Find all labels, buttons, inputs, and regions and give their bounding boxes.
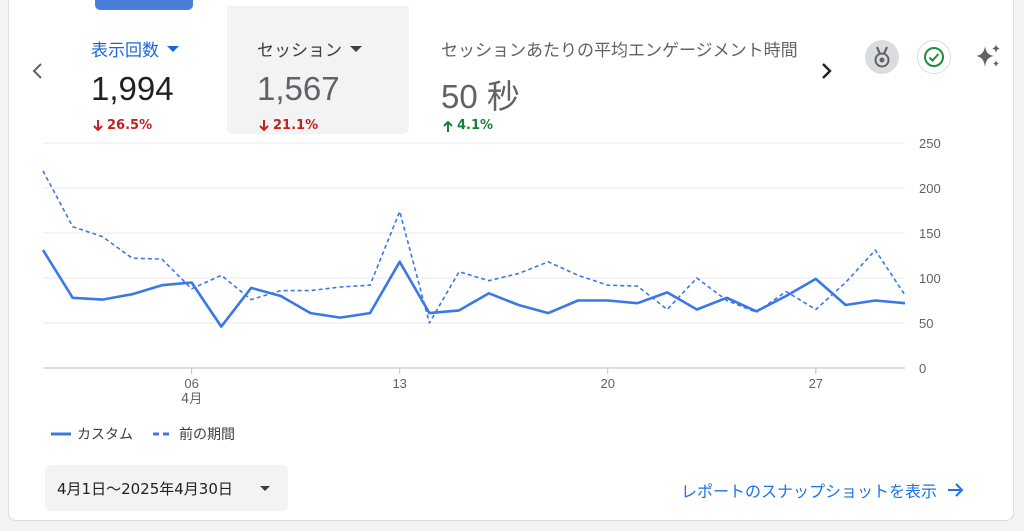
y-tick-label: 250 — [919, 136, 941, 151]
check-circle-icon — [924, 47, 944, 67]
y-tick-label: 200 — [919, 181, 941, 196]
metric-delta: 4.1% — [443, 118, 493, 133]
caret-down-icon — [350, 45, 362, 52]
view-report-link[interactable]: レポートのスナップショットを表示 — [681, 478, 965, 502]
x-tick-label: 13 — [392, 376, 406, 391]
caret-down-icon — [167, 45, 179, 52]
metric-tab-views[interactable]: 表示回数 1,994 26.5% — [91, 6, 221, 134]
y-tick-label: 150 — [919, 226, 941, 241]
metric-label: セッション — [257, 36, 362, 61]
series-line-previous-period — [42, 170, 906, 324]
next-metrics-button[interactable] — [813, 56, 841, 86]
metric-delta: 21.1% — [259, 118, 318, 133]
metric-value: 50 秒 — [441, 78, 520, 115]
summary-card: 表示回数 1,994 26.5% セッション 1,567 21.1% セッション… — [8, 0, 1014, 521]
legend-item-previous[interactable]: 前の期間 — [153, 424, 235, 444]
date-range-label: 4月1日〜2025年4月30日 — [57, 479, 233, 498]
metric-label: 表示回数 — [91, 36, 179, 61]
arrow-down-icon — [93, 119, 103, 131]
arrow-down-icon — [259, 119, 269, 131]
medal-badge[interactable] — [865, 40, 899, 74]
prev-metrics-button[interactable] — [23, 56, 51, 86]
legend-label: 前の期間 — [179, 427, 235, 443]
status-check-badge[interactable] — [917, 40, 951, 74]
report-link-label: レポートのスナップショットを表示 — [681, 482, 938, 501]
metric-label: セッションあたりの平均エンゲージメント時間 — [441, 41, 798, 61]
metric-delta: 26.5% — [93, 118, 152, 133]
legend-label: カスタム — [77, 427, 133, 443]
metric-tab-engagement-time[interactable]: セッションあたりの平均エンゲージメント時間 50 秒 4.1% — [441, 6, 813, 134]
series-line-custom — [41, 249, 906, 328]
x-tick-label: 27 — [809, 376, 823, 391]
y-tick-label: 100 — [919, 271, 941, 286]
caret-down-icon — [260, 485, 270, 491]
metric-value: 1,567 — [257, 70, 340, 107]
y-tick-label: 50 — [919, 316, 933, 331]
metric-value: 1,994 — [91, 70, 174, 107]
x-tick-label: 20 — [601, 376, 615, 391]
arrow-up-icon — [443, 120, 453, 132]
legend-item-custom[interactable]: カスタム — [51, 424, 133, 444]
sparkle-icon — [976, 44, 1000, 67]
selected-tab-indicator — [95, 0, 193, 10]
x-tick-label: 06 — [184, 376, 198, 391]
insights-button[interactable] — [971, 40, 1005, 74]
date-range-selector[interactable]: 4月1日〜2025年4月30日 — [45, 465, 288, 511]
chevron-left-icon — [32, 63, 42, 79]
dashed-line-swatch — [153, 432, 173, 436]
solid-line-swatch — [51, 432, 71, 436]
chart-legend: カスタム 前の期間 — [51, 424, 235, 444]
y-tick-label: 0 — [919, 361, 926, 376]
x-tick-sublabel: 4月 — [181, 392, 202, 407]
arrow-right-icon — [948, 483, 964, 497]
medal-icon — [874, 46, 890, 68]
chevron-right-icon — [822, 63, 832, 79]
metric-tab-sessions[interactable]: セッション 1,567 21.1% — [227, 6, 409, 134]
